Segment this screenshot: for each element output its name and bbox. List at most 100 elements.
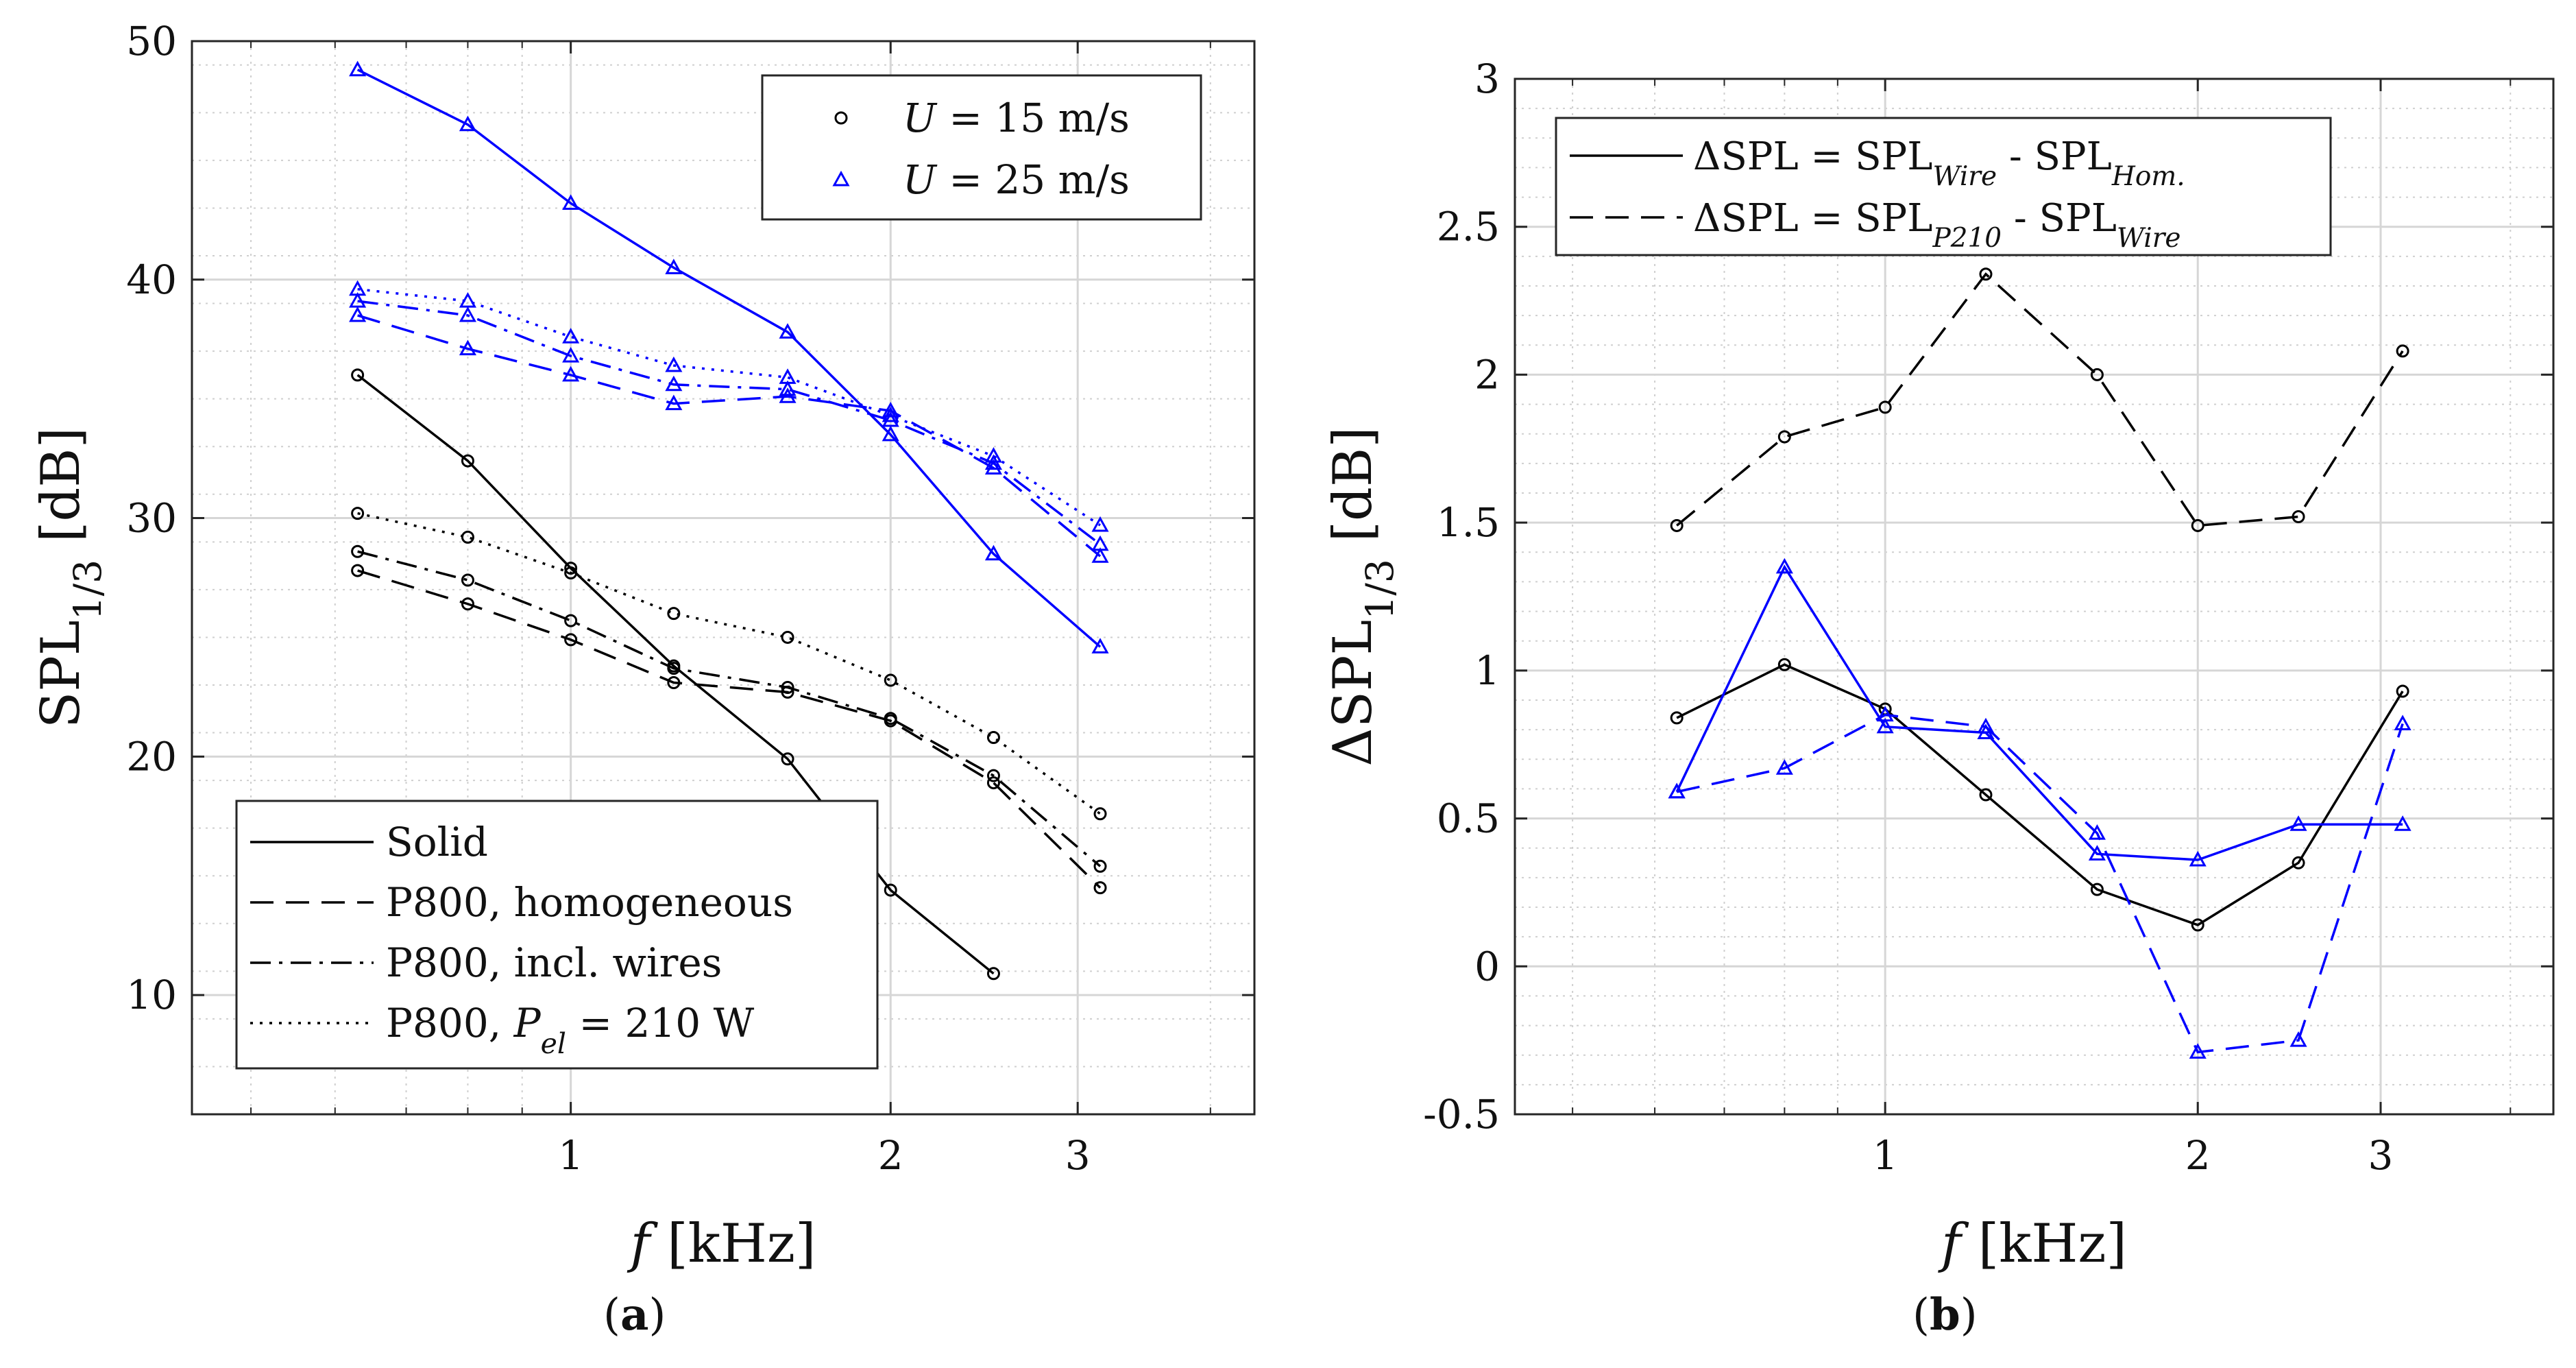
y-axis-label-part: 1/3 (66, 560, 110, 621)
data-point (459, 291, 476, 308)
legend-label-part: P210 (1932, 223, 2002, 254)
data-point (1876, 717, 1894, 734)
data-point (2189, 1043, 2207, 1059)
series-wire-hom-u15 (1670, 658, 2409, 932)
data-point (667, 607, 681, 621)
data-point (351, 368, 365, 382)
series-line (357, 314, 1102, 557)
data-point (1091, 547, 1109, 563)
legend-label-part: = 15 m/s (936, 95, 1130, 141)
data-point (564, 566, 578, 580)
axes-box (191, 40, 1256, 1116)
data-point (984, 544, 1003, 561)
data-point (1093, 807, 1107, 821)
data-point (986, 731, 1000, 745)
legend-lines: Solid P800, homogeneous P800, incl. wires P… (235, 800, 879, 1070)
data-point (351, 564, 365, 577)
data-point (459, 115, 476, 132)
caption-a-letter: a (620, 1289, 649, 1341)
series-line (1676, 272, 2404, 527)
legend-label: U = 15 m/s (903, 95, 1130, 141)
y-tick-label: 1.5 (1437, 499, 1500, 546)
series-p800-homogeneous-u15 (351, 564, 1107, 895)
data-point (1977, 717, 1995, 734)
data-point (779, 380, 797, 396)
data-point (665, 259, 683, 274)
series-line (357, 287, 1101, 527)
legend-marker (832, 170, 850, 187)
data-point (665, 394, 683, 411)
legend-label: P800, Pel = 210 W (386, 1000, 755, 1060)
data-point (1777, 658, 1791, 671)
series-line (357, 569, 1102, 889)
series-p800-pel210-u25 (349, 280, 1109, 532)
legend-box (1555, 117, 2332, 256)
data-point (562, 365, 580, 382)
legend-label-part: = 25 m/s (936, 156, 1130, 203)
caption-b: (b) (1912, 1289, 1978, 1341)
data-point (2289, 1031, 2307, 1047)
series-line (1675, 564, 2403, 861)
y-tick-label-part: 20 (126, 733, 177, 780)
y-tick-label-part: 30 (126, 495, 177, 542)
x-tick-label: 2 (2185, 1132, 2211, 1179)
data-point (1878, 400, 1892, 414)
legend-label-part: ΔSPL = SPL (1693, 134, 1932, 179)
data-point (2191, 518, 2204, 532)
data-point (2396, 684, 2409, 698)
series-p800-incl-wires-u25 (349, 291, 1109, 551)
legend-lines: ΔSPL = SPLWire - SPLHom.ΔSPL = SPLP210 -… (1555, 117, 2332, 256)
legend-label-part: Wire (2117, 223, 2181, 254)
data-point (2090, 883, 2104, 896)
y-tick-label-part: 50 (126, 18, 177, 64)
data-point (2289, 815, 2307, 831)
legend-box (235, 800, 879, 1070)
y-tick-label-part: 40 (126, 256, 177, 303)
axes-box (1514, 77, 2555, 1116)
data-point (461, 454, 474, 468)
legend-label-part: Hom. (2111, 161, 2185, 192)
data-point (1979, 788, 1993, 802)
x-tick-label-part: 1 (1873, 1132, 1898, 1179)
data-point (779, 368, 797, 384)
data-point (884, 712, 897, 725)
y-axis-label-part: SPL (1322, 620, 1384, 728)
x-axis-label: f [kHz] (627, 1213, 816, 1275)
series-wire-hom-u25 (1668, 557, 2411, 867)
data-point (781, 752, 794, 766)
data-point (2292, 510, 2305, 524)
data-point (882, 401, 899, 418)
chart-b: -0.500.511.522.531 2 3f [kHz]ΔSPL1/3 [dB]Δ… (1322, 56, 2555, 1275)
data-point (2090, 368, 2104, 381)
data-point (781, 680, 794, 694)
data-point (562, 328, 580, 344)
data-point (1876, 706, 1894, 722)
caption-b-close: ) (1960, 1290, 1978, 1341)
y-axis-label-part: [dB] (30, 427, 92, 560)
y-tick-label: 0 (1474, 943, 1500, 989)
x-tick-label: 1 (1873, 1132, 1898, 1179)
data-point (461, 573, 474, 587)
y-tick-label: 50 (126, 18, 177, 64)
data-point (1091, 535, 1109, 551)
series-p210-wire-u15 (1670, 267, 2409, 532)
data-point (564, 614, 578, 627)
legend-label-part: U (903, 156, 938, 203)
legend-label-part: P800, (386, 1000, 514, 1046)
data-point (1670, 711, 1684, 725)
x-axis-label-part: [kHz] (650, 1213, 816, 1275)
data-point (986, 769, 1000, 782)
y-tick-label-part: 0.5 (1437, 795, 1500, 842)
y-tick-label: 2 (1474, 351, 1500, 398)
data-point (351, 544, 365, 558)
series-line (357, 550, 1102, 867)
data-point (882, 411, 899, 427)
y-tick-label: 1 (1474, 647, 1500, 694)
data-point (667, 676, 681, 690)
data-point (984, 447, 1003, 463)
data-point (884, 883, 897, 897)
y-tick-label-part: 10 (126, 972, 177, 1018)
legend-label-part: P800, incl. wires (386, 939, 722, 986)
series-solid-u15 (351, 368, 1000, 981)
data-point (2088, 824, 2106, 840)
